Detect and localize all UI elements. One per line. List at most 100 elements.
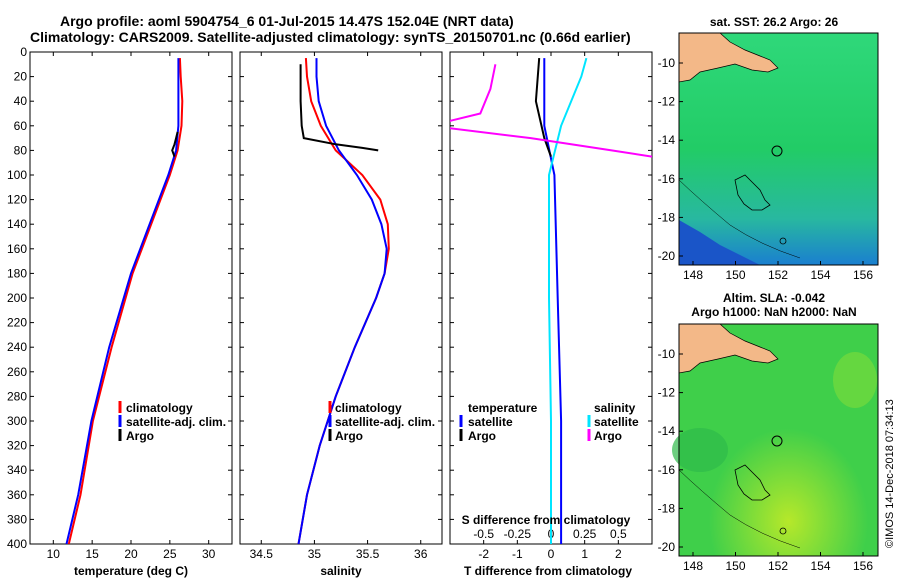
legend-temperature-title: temperature	[468, 401, 538, 415]
map-y-tick-label: -16	[658, 463, 676, 477]
sst-contour	[678, 179, 801, 259]
x-tick-label: -1	[512, 547, 523, 561]
top-x-tick-label: -0.25	[504, 527, 532, 541]
series-s-argo	[450, 64, 652, 158]
series-satellite-adj-clim-	[297, 58, 388, 544]
sla-island	[779, 527, 787, 535]
series-t-satellite	[543, 58, 563, 544]
sst-map	[678, 32, 879, 266]
legend-satellite: satellite-adj. clim.	[335, 415, 435, 429]
figure-title-line1: Argo profile: aoml 5904754_6 01-Jul-2015…	[60, 13, 514, 29]
sla-land	[678, 323, 779, 374]
difference-legend: temperature satellite Argo salinity sate…	[459, 401, 639, 443]
sst-map-ticks: 148 150 152 154 156 -10 -12 -14 -16 -18 -20	[658, 56, 874, 282]
sla-reef-outline	[734, 464, 771, 501]
x-tick-label: 20	[124, 547, 138, 561]
legend-s-argo: Argo	[594, 429, 622, 443]
x-tick-label: 0	[548, 547, 555, 561]
y-tick-label: 200	[7, 291, 27, 305]
salinity-axes	[239, 51, 443, 545]
legend-s-satellite: satellite	[594, 415, 639, 429]
salinity-legend: climatology satellite-adj. clim. Argo	[328, 401, 435, 443]
sst-land	[678, 32, 779, 83]
map-y-tick-label: -14	[658, 133, 676, 147]
sla-map	[672, 323, 879, 557]
temperature-legend: climatology satellite-adj. clim. Argo	[118, 401, 226, 443]
watermark: ©IMOS 14-Dec-2018 07:34:13	[884, 399, 896, 548]
sst-island	[779, 237, 787, 245]
sst-reef-outline	[734, 174, 771, 211]
temperature-axes	[29, 51, 233, 545]
y-tick-label: 60	[14, 119, 28, 133]
sla-high	[833, 352, 877, 408]
temperature-series	[65, 58, 184, 544]
y-tick-label: 380	[7, 512, 27, 526]
sla-map-subtitle: Argo h1000: NaN h2000: NaN	[691, 305, 856, 319]
y-tick-label: 360	[7, 488, 27, 502]
x-tick-label: -2	[478, 547, 489, 561]
sla-map-title: Altim. SLA: -0.042	[723, 291, 825, 305]
series-climatology	[67, 58, 184, 544]
map-x-tick-label: 156	[853, 559, 873, 573]
legend-climatology: climatology	[335, 401, 402, 415]
y-tick-label: 220	[7, 316, 27, 330]
y-tick-label: 400	[7, 537, 27, 551]
difference-ticks: -2 -1 0 1 2-0.5 -0.25 0 0.25 0.5	[450, 51, 652, 561]
map-y-tick-label: -18	[658, 210, 676, 224]
map-y-tick-label: -18	[658, 501, 676, 515]
y-tick-label: 340	[7, 463, 27, 477]
series-argo	[299, 64, 379, 152]
top-x-tick-label: 0.25	[573, 527, 597, 541]
x-tick-label: 15	[85, 547, 99, 561]
legend-satellite: satellite-adj. clim.	[126, 415, 226, 429]
difference-series	[450, 57, 652, 544]
sla-low	[672, 428, 728, 472]
y-tick-label: 280	[7, 389, 27, 403]
sst-cold-water	[679, 220, 760, 265]
legend-t-satellite: satellite	[468, 415, 513, 429]
y-tick-label: 40	[14, 94, 28, 108]
y-tick-label: 300	[7, 414, 27, 428]
y-tick-label: 0	[20, 45, 27, 59]
y-tick-label: 100	[7, 168, 27, 182]
y-tick-label: 120	[7, 193, 27, 207]
y-tick-label: 160	[7, 242, 27, 256]
top-x-tick-label: 0.5	[610, 527, 627, 541]
salinity-xlabel: salinity	[320, 564, 362, 578]
sla-contour	[678, 469, 801, 549]
difference-xlabel: T difference from climatology	[464, 564, 632, 578]
legend-climatology: climatology	[126, 401, 193, 415]
map-y-tick-label: -10	[658, 347, 676, 361]
x-tick-label: 25	[163, 547, 177, 561]
map-x-tick-label: 150	[725, 559, 745, 573]
map-x-tick-label: 152	[768, 559, 788, 573]
legend-argo: Argo	[126, 429, 154, 443]
map-y-tick-label: -14	[658, 424, 676, 438]
series-s-satellite	[548, 57, 588, 544]
x-tick-label: 2	[615, 547, 622, 561]
y-tick-label: 80	[14, 143, 28, 157]
x-tick-label: 35	[308, 547, 322, 561]
sla-map-ticks: 148 150 152 154 156 -10 -12 -14 -16 -18 -20	[658, 347, 874, 573]
x-tick-label: 30	[202, 547, 216, 561]
x-tick-label: 34.5	[250, 547, 274, 561]
map-x-tick-label: 150	[725, 268, 745, 282]
series-argo	[171, 131, 179, 157]
map-x-tick-label: 152	[768, 268, 788, 282]
temperature-ticks: 0 20 40 60 80 100 120 140 160 180 200 220 240 260 280 3…	[7, 45, 232, 561]
map-x-tick-label: 156	[853, 268, 873, 282]
salinity-ticks: 34.5 35 35.5 36	[240, 51, 442, 561]
map-x-tick-label: 154	[810, 268, 830, 282]
y-tick-label: 20	[14, 70, 28, 84]
map-y-tick-label: -12	[658, 386, 676, 400]
legend-t-argo: Argo	[468, 429, 496, 443]
map-y-tick-label: -10	[658, 56, 676, 70]
x-tick-label: 36	[414, 547, 428, 561]
map-y-tick-label: -16	[658, 172, 676, 186]
y-tick-label: 320	[7, 439, 27, 453]
temperature-xlabel: temperature (deg C)	[74, 564, 188, 578]
y-tick-label: 260	[7, 365, 27, 379]
legend-argo: Argo	[335, 429, 363, 443]
x-tick-label: 35.5	[356, 547, 380, 561]
sla-argo-marker	[771, 435, 783, 447]
